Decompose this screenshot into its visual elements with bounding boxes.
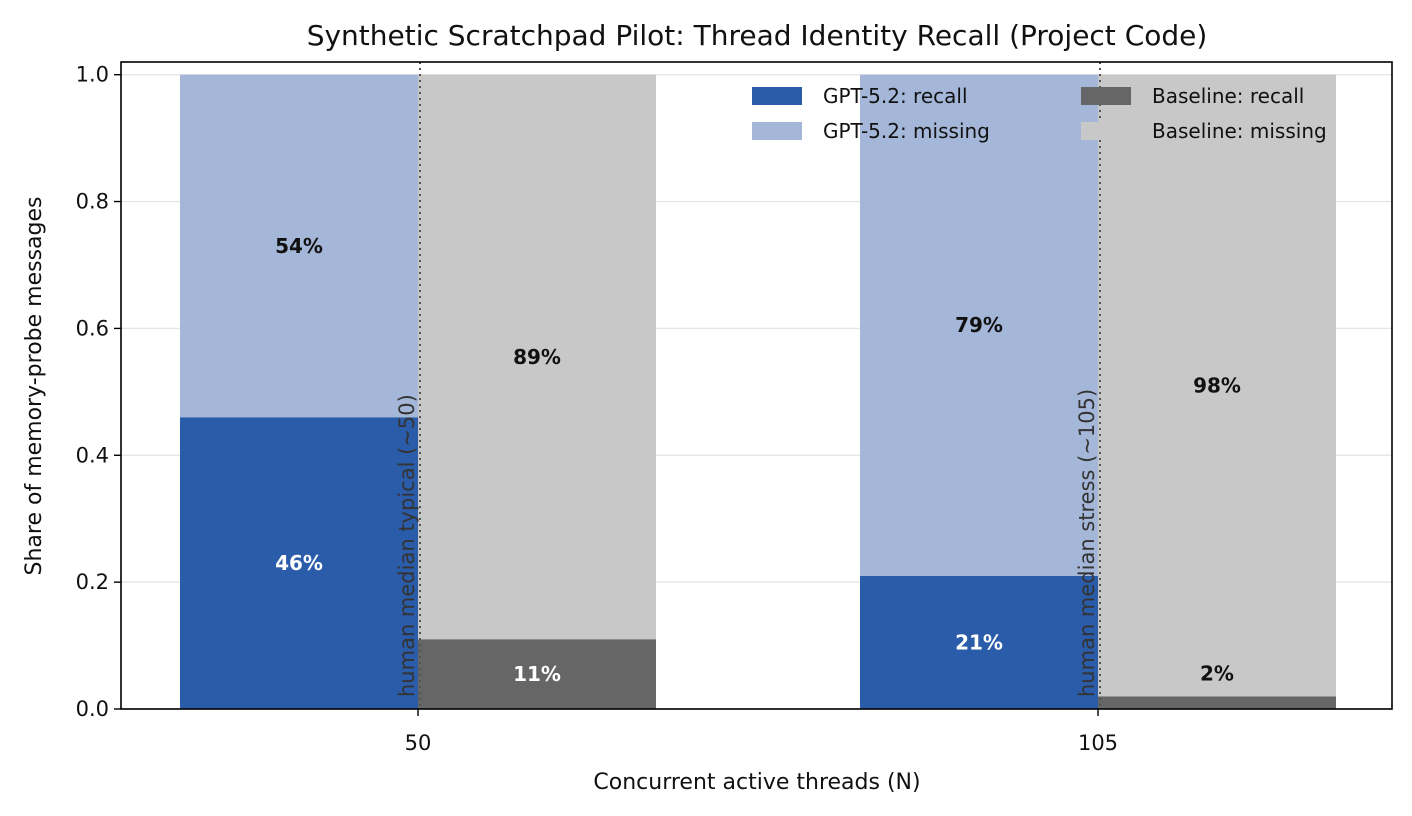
bar-segment xyxy=(180,74,418,418)
bar-segment xyxy=(860,575,1098,709)
y-tick-label: 0.6 xyxy=(76,316,109,340)
legend-swatch xyxy=(752,87,802,105)
plot-frame xyxy=(120,61,1393,710)
bar-value-label: 79% xyxy=(955,313,1003,337)
bar-value-label: 89% xyxy=(513,345,561,369)
x-tick-label: 50 xyxy=(405,731,432,755)
bar-segment xyxy=(1098,74,1336,697)
y-tick-label: 0.8 xyxy=(76,190,109,214)
legend-swatch xyxy=(752,122,802,140)
y-axis-label: Share of memory-probe messages xyxy=(22,197,47,576)
y-tick-label: 0.2 xyxy=(76,570,109,594)
y-tick-label: 1.0 xyxy=(76,63,109,87)
legend-label: GPT-5.2: recall xyxy=(823,84,968,108)
reference-lines: human median typical (~50) human median s… xyxy=(395,62,1101,709)
bar-value-label: 21% xyxy=(955,630,1003,654)
bar-segment xyxy=(418,74,656,640)
bar-segment xyxy=(180,417,418,709)
bar-value-label: 54% xyxy=(275,234,323,258)
bar-segment xyxy=(418,639,656,709)
chart-title: Synthetic Scratchpad Pilot: Thread Ident… xyxy=(307,19,1208,52)
bar-value-label: 2% xyxy=(1200,661,1234,685)
x-tick-label: 105 xyxy=(1078,731,1118,755)
y-axis-ticks: 0.0 0.2 0.4 0.6 0.8 1.0 xyxy=(76,63,121,721)
reference-line-label: human median typical (~50) xyxy=(395,394,419,697)
legend: GPT-5.2: recall GPT-5.2: missing Baseline:… xyxy=(752,84,1327,143)
bar-labels: 46% 54% 11% 89% 21% 79% 2% 98% xyxy=(275,234,1241,686)
legend-label: GPT-5.2: missing xyxy=(823,119,990,143)
y-tick-label: 0.0 xyxy=(76,697,109,721)
legend-swatch xyxy=(1081,122,1131,140)
bar-value-label: 46% xyxy=(275,551,323,575)
legend-label: Baseline: missing xyxy=(1152,119,1327,143)
bars xyxy=(180,74,1336,709)
bar-segment xyxy=(1098,696,1336,709)
bar-value-label: 11% xyxy=(513,662,561,686)
bar-segment xyxy=(860,74,1098,576)
x-axis-label: Concurrent active threads (N) xyxy=(593,770,920,795)
legend-swatch xyxy=(1081,87,1131,105)
y-tick-label: 0.4 xyxy=(76,443,109,467)
x-axis-ticks: 50 105 xyxy=(405,709,1118,755)
legend-label: Baseline: recall xyxy=(1152,84,1304,108)
bar-value-label: 98% xyxy=(1193,374,1241,398)
reference-line-label: human median stress (~105) xyxy=(1075,389,1099,697)
